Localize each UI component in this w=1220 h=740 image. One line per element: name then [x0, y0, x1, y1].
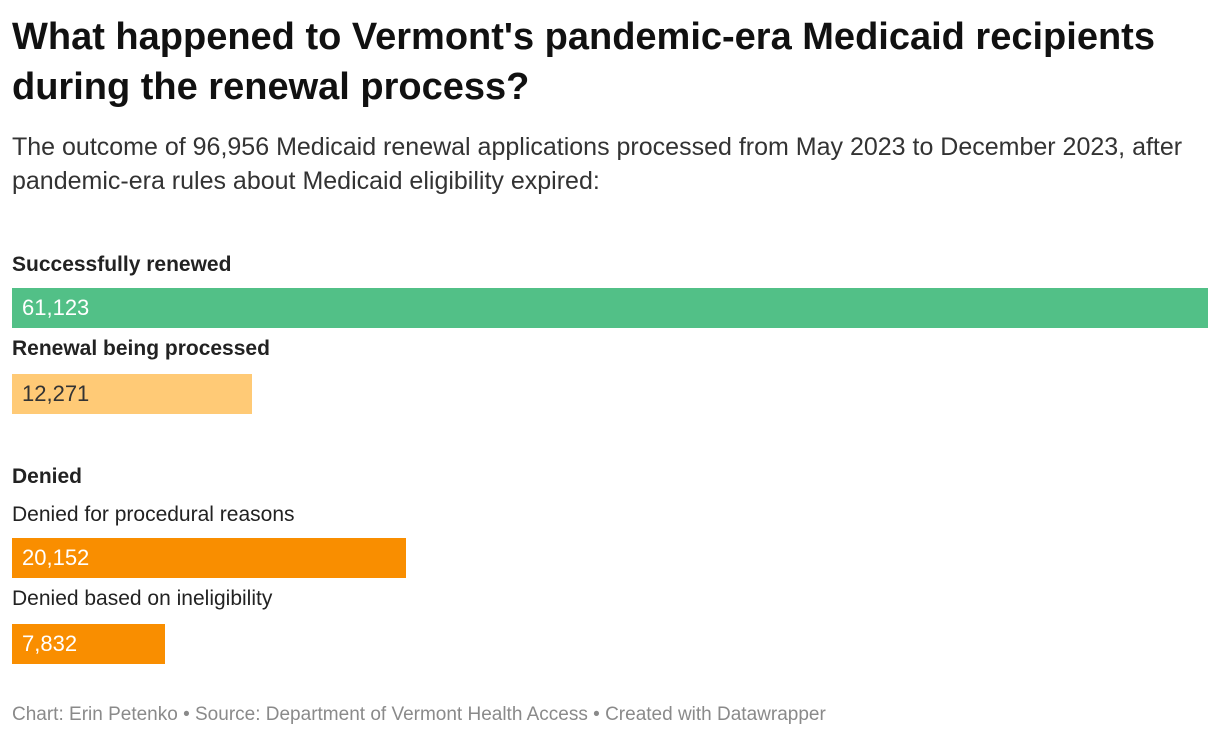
value-label: 12,271 — [22, 381, 90, 406]
bar — [12, 538, 407, 578]
bar — [12, 624, 166, 664]
group-title: Denied — [12, 465, 83, 488]
category-label: Successfully renewed — [12, 253, 232, 276]
value-label: 20,152 — [22, 545, 90, 570]
value-label: 7,832 — [22, 631, 78, 656]
bar — [12, 288, 1208, 328]
category-label: Denied for procedural reasons — [12, 503, 295, 526]
category-label: Denied based on ineligibility — [12, 587, 273, 610]
value-label: 61,123 — [22, 295, 90, 320]
bar — [12, 374, 253, 414]
footer: Chart: Erin Petenko • Source: Department… — [12, 704, 826, 725]
chart-title: What happened to Vermont's pandemic-era … — [12, 16, 1155, 108]
chart-subtitle: The outcome of 96,956 Medicaid renewal a… — [12, 133, 1183, 195]
category-label: Renewal being processed — [12, 337, 270, 360]
